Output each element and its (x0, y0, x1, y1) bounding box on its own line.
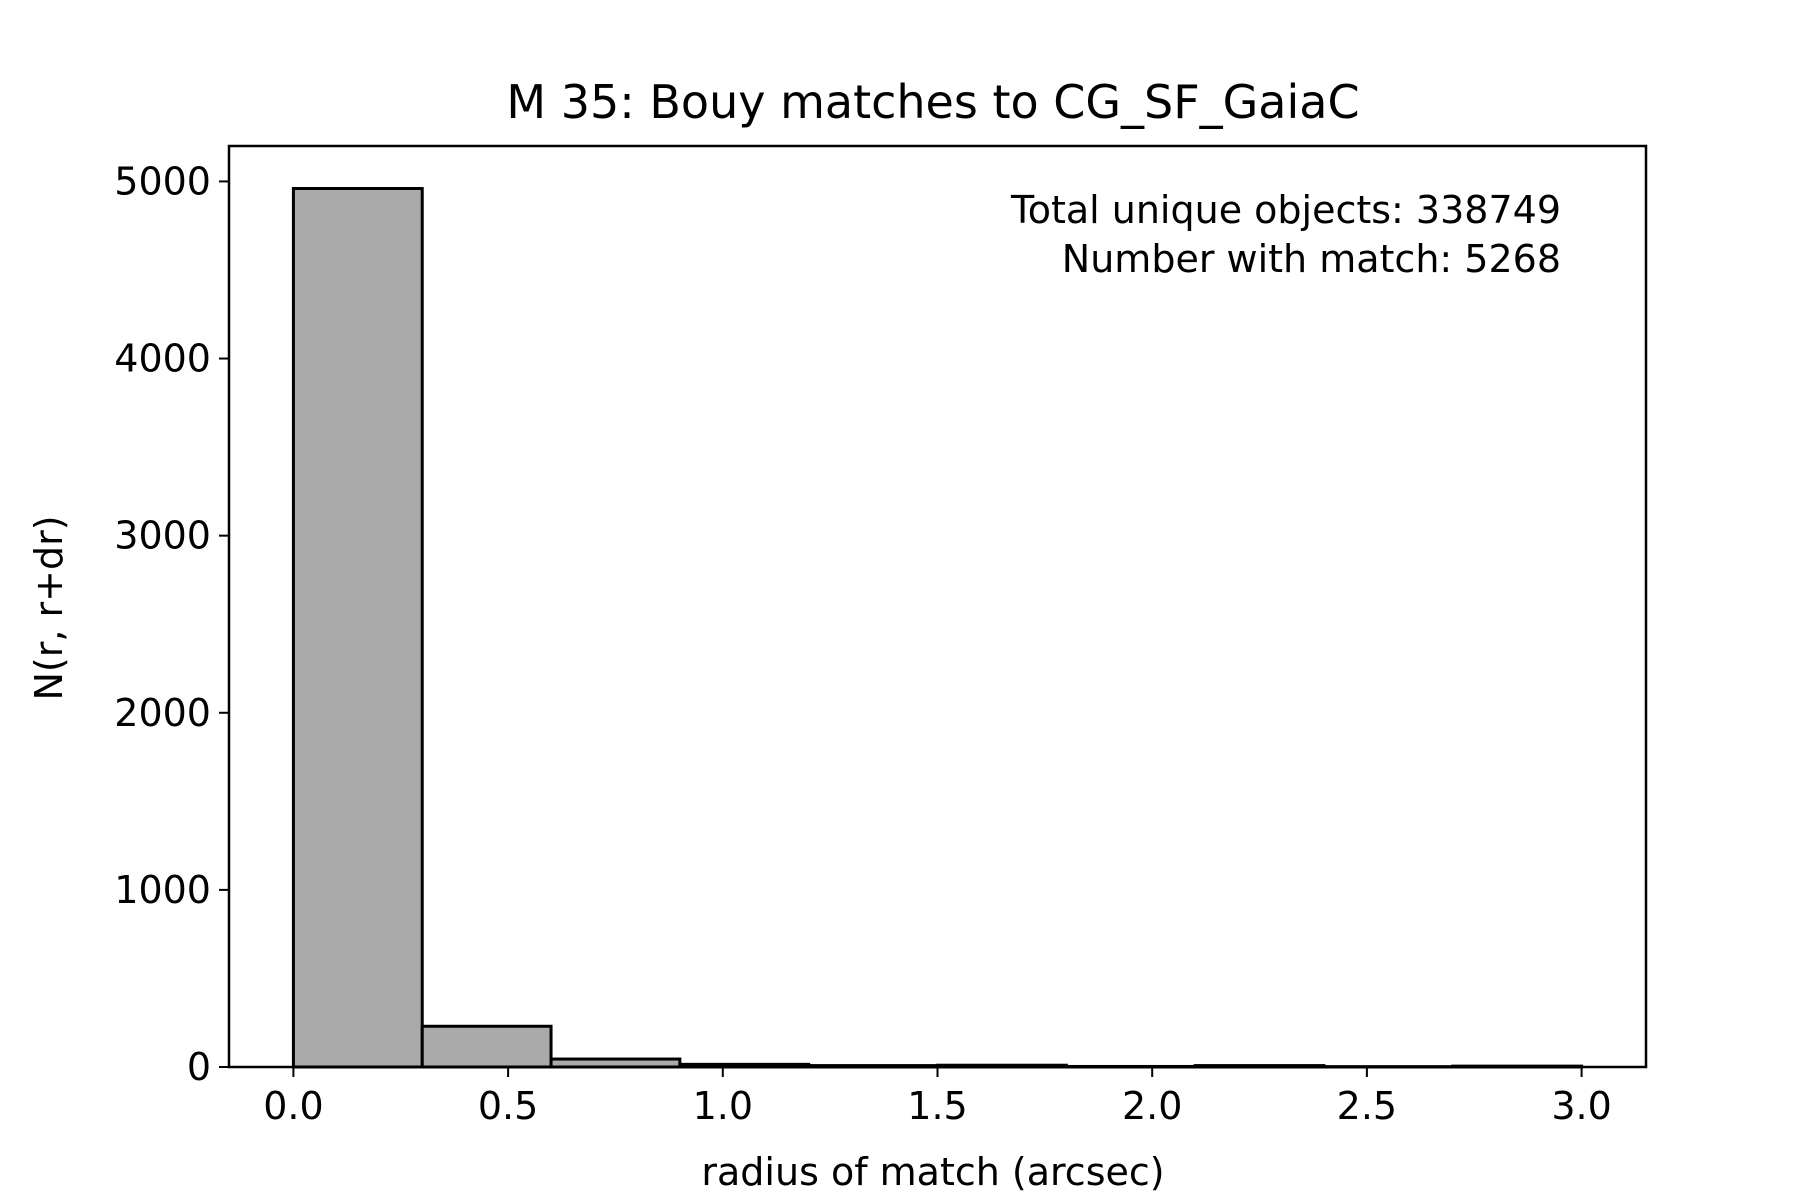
x-tick-label: 2.0 (1122, 1084, 1182, 1128)
histogram-bar (291, 187, 424, 1069)
x-tick-label: 3.0 (1551, 1084, 1611, 1128)
histogram-bar (420, 1024, 553, 1069)
x-tick-label: 0.0 (263, 1084, 323, 1128)
y-ticks-group: 0 1000 2000 3000 4000 5000 (114, 159, 229, 1089)
y-axis-label: N(r, r+dr) (27, 515, 71, 700)
chart-title: M 35: Bouy matches to CG_SF_GaiaC (506, 75, 1359, 129)
x-ticks-group: 0.0 0.5 1.0 1.5 2.0 2.5 3.0 (263, 1067, 1612, 1128)
y-tick-label: 5000 (114, 159, 211, 203)
y-tick-label: 2000 (114, 691, 211, 735)
x-tick-label: 0.5 (478, 1084, 538, 1128)
annotation-total-objects: Total unique objects: 338749 (1010, 188, 1561, 232)
x-tick-label: 1.5 (907, 1084, 967, 1128)
y-tick-label: 0 (187, 1045, 211, 1089)
y-tick-label: 1000 (114, 868, 211, 912)
x-tick-label: 1.0 (693, 1084, 753, 1128)
annotation-number-with-match: Number with match: 5268 (1062, 237, 1561, 281)
y-tick-label: 3000 (114, 514, 211, 558)
x-tick-label: 2.5 (1337, 1084, 1397, 1128)
x-axis-label: radius of match (arcsec) (701, 1150, 1164, 1194)
plot-frame (227, 144, 1648, 1069)
y-tick-label: 4000 (114, 337, 211, 381)
